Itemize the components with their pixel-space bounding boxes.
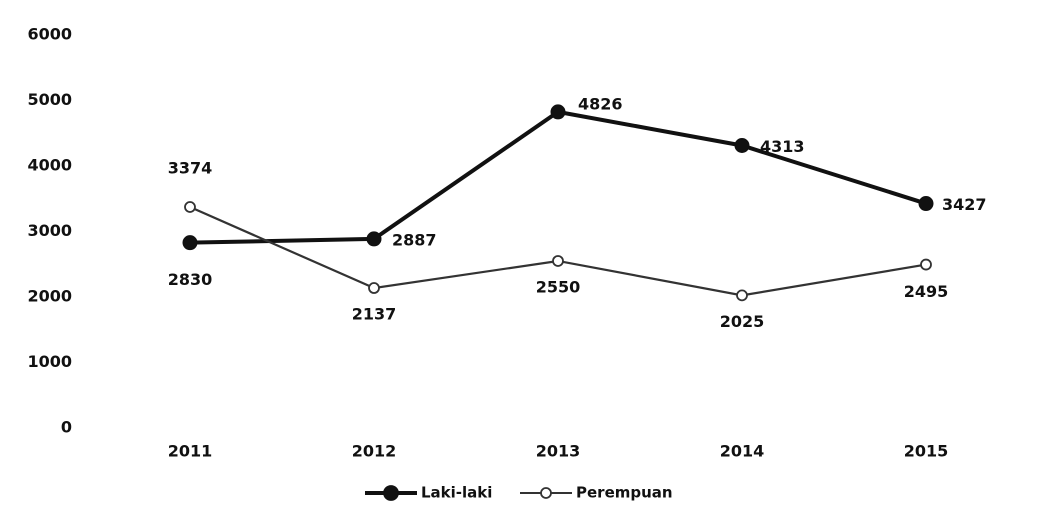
- data-label: 2137: [352, 305, 397, 324]
- point: [734, 137, 750, 153]
- x-tick-label: 2014: [720, 442, 765, 461]
- x-tick-label: 2015: [904, 442, 949, 461]
- data-label: 2550: [536, 277, 581, 296]
- data-label: 4313: [760, 137, 805, 156]
- point: [552, 255, 564, 267]
- legend-label: Perempuan: [576, 484, 673, 502]
- x-tick-label: 2011: [168, 442, 213, 461]
- point: [920, 258, 932, 271]
- point: [918, 196, 934, 212]
- legend-marker: [383, 485, 399, 501]
- y-tick-label: 1000: [27, 352, 72, 371]
- point: [550, 104, 566, 120]
- y-tick-label: 2000: [27, 287, 72, 306]
- data-label: 3374: [168, 159, 213, 178]
- legend-label: Laki-laki: [421, 484, 492, 502]
- legend-marker: [540, 487, 552, 499]
- y-tick-label: 0: [61, 418, 72, 437]
- data-label: 3427: [942, 195, 987, 214]
- data-label: 2495: [904, 282, 949, 301]
- point: [182, 235, 198, 251]
- x-tick-label: 2012: [352, 442, 397, 461]
- x-tick-label: 2013: [536, 442, 581, 461]
- point: [736, 289, 748, 302]
- y-tick-label: 6000: [27, 25, 72, 44]
- point: [184, 201, 196, 213]
- data-label: 4826: [578, 94, 623, 113]
- series-line: [189, 109, 927, 245]
- point: [366, 231, 382, 247]
- data-label: 2025: [720, 312, 765, 331]
- y-tick-label: 4000: [27, 156, 72, 175]
- point: [368, 282, 380, 294]
- data-label: 2830: [168, 270, 213, 289]
- y-tick-label: 3000: [27, 221, 72, 240]
- y-tick-label: 5000: [27, 90, 72, 109]
- data-label: 2887: [392, 230, 437, 249]
